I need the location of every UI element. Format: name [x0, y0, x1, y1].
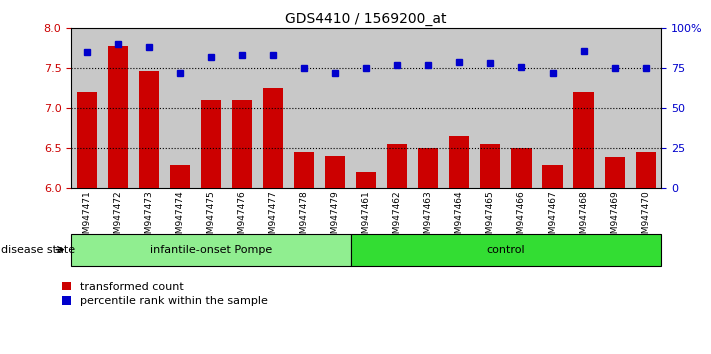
Bar [351, 234, 661, 266]
Bar [289, 28, 319, 188]
Bar [257, 28, 289, 188]
Bar [263, 88, 283, 188]
Bar [506, 28, 537, 188]
Bar [418, 148, 439, 188]
Bar [413, 28, 444, 188]
Bar [599, 28, 630, 188]
Bar [356, 172, 376, 188]
Bar [102, 28, 133, 188]
Bar [387, 144, 407, 188]
Bar [232, 100, 252, 188]
Bar [107, 46, 128, 188]
Bar [294, 152, 314, 188]
Bar [325, 156, 346, 188]
Bar [351, 28, 382, 188]
Bar [630, 28, 661, 188]
Bar [139, 70, 159, 188]
Bar [537, 28, 568, 188]
Bar [636, 152, 656, 188]
Bar [511, 148, 532, 188]
Bar [449, 136, 469, 188]
Legend: transformed count, percentile rank within the sample: transformed count, percentile rank withi… [63, 282, 268, 306]
Bar [604, 157, 625, 188]
Bar [481, 144, 501, 188]
Bar [196, 28, 226, 188]
Bar [444, 28, 475, 188]
Bar [475, 28, 506, 188]
Title: GDS4410 / 1569200_at: GDS4410 / 1569200_at [285, 12, 447, 26]
Text: control: control [486, 245, 525, 255]
Bar [133, 28, 164, 188]
Bar [574, 92, 594, 188]
Bar [77, 92, 97, 188]
Bar [170, 165, 190, 188]
Bar [226, 28, 257, 188]
Text: disease state: disease state [1, 245, 75, 255]
Text: infantile-onset Pompe: infantile-onset Pompe [150, 245, 272, 255]
Bar [382, 28, 413, 188]
Bar [542, 165, 562, 188]
Bar [71, 234, 351, 266]
Bar [71, 28, 102, 188]
Bar [568, 28, 599, 188]
Bar [319, 28, 351, 188]
Bar [164, 28, 196, 188]
Bar [201, 100, 221, 188]
